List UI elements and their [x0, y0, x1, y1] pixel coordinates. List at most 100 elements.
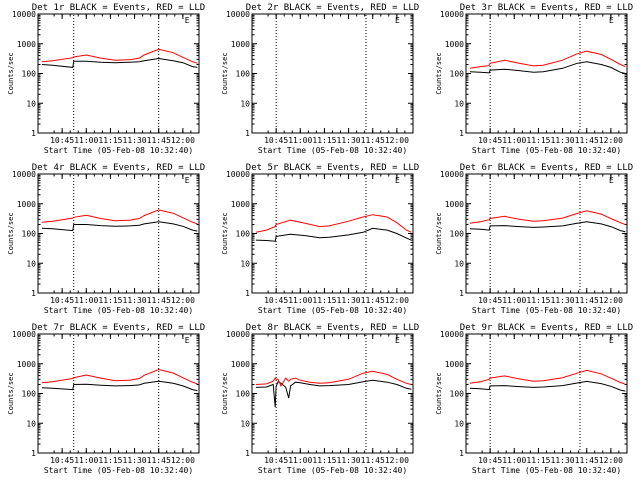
series-line-lld: [255, 370, 412, 387]
x-tick-label: 11:45: [575, 456, 599, 465]
y-tick-label: 1: [31, 129, 36, 138]
x-axis-label: Start Time (05-Feb-08 10:32:40): [472, 306, 621, 315]
x-tick-label: 11:15: [98, 456, 122, 465]
x-tick-label: 12:00: [599, 456, 623, 465]
y-tick-label: 10000: [440, 330, 464, 339]
y-tick-label: 1: [245, 129, 250, 138]
x-tick-label: 11:45: [575, 136, 599, 145]
marker-label: E: [185, 336, 190, 345]
y-tick-label: 100: [450, 230, 465, 239]
x-axis-label: Start Time (05-Feb-08 10:32:40): [258, 306, 407, 315]
y-tick-label: 100: [236, 70, 251, 79]
series-line-lld: [469, 50, 626, 69]
x-axis-label: Start Time (05-Feb-08 10:32:40): [472, 146, 621, 155]
y-tick-label: 100: [22, 70, 37, 79]
marker-label: E: [395, 176, 400, 185]
x-tick-label: 11:00: [74, 456, 98, 465]
x-tick-label: 11:00: [288, 136, 312, 145]
y-tick-label: 1: [245, 289, 250, 298]
x-tick-label: 10:45: [478, 456, 502, 465]
x-tick-label: 11:15: [526, 136, 550, 145]
panel-title: Det 6r BLACK = Events, RED = LLD: [460, 163, 633, 173]
y-tick-label: 1000: [231, 40, 250, 49]
y-tick-label: 10: [454, 99, 464, 108]
series-line-events: [41, 380, 198, 392]
x-tick-label: 11:30: [551, 136, 575, 145]
x-tick-label: 12:00: [171, 456, 195, 465]
x-tick-label: 10:45: [264, 136, 288, 145]
panel-title: Det 5r BLACK = Events, RED = LLD: [246, 163, 419, 173]
y-tick-label: 10: [240, 419, 250, 428]
x-tick-label: 11:30: [337, 296, 361, 305]
x-tick-label: 11:15: [98, 136, 122, 145]
x-axis-label: Start Time (05-Feb-08 10:32:40): [472, 466, 621, 475]
y-tick-label: 10: [240, 99, 250, 108]
marker-label: E: [609, 16, 614, 25]
panel-title: Det 9r BLACK = Events, RED = LLD: [460, 323, 633, 333]
series-line-events: [469, 61, 626, 74]
y-tick-label: 1000: [17, 40, 36, 49]
y-tick-label: 10: [26, 99, 36, 108]
series-line-lld: [41, 368, 198, 385]
marker-label: E: [185, 176, 190, 185]
series-line-events: [469, 380, 626, 392]
x-tick-label: 11:30: [337, 136, 361, 145]
series-line-lld: [469, 210, 626, 225]
panel-6: Det 6r BLACK = Events, RED = LLD 1 10 100 10…: [435, 163, 633, 315]
x-tick-label: 10:45: [50, 136, 74, 145]
x-tick-label: 11:15: [526, 296, 550, 305]
y-axis-label: Counts/sec: [435, 52, 443, 94]
y-tick-label: 10000: [226, 330, 250, 339]
x-tick-label: 11:30: [551, 296, 575, 305]
y-tick-label: 1000: [231, 360, 250, 369]
panel-title: Det 2r BLACK = Events, RED = LLD: [246, 3, 419, 13]
plot-frame: [37, 13, 200, 134]
x-tick-label: 12:00: [385, 296, 409, 305]
x-tick-label: 11:30: [551, 456, 575, 465]
x-tick-label: 11:00: [502, 136, 526, 145]
y-tick-label: 10000: [12, 10, 36, 19]
y-tick-label: 1: [31, 289, 36, 298]
marker-label: E: [185, 16, 190, 25]
x-axis-label: Start Time (05-Feb-08 10:32:40): [44, 306, 193, 315]
x-tick-label: 11:45: [147, 456, 171, 465]
y-tick-label: 1000: [17, 360, 36, 369]
y-axis-label: Counts/sec: [7, 212, 15, 254]
x-tick-label: 11:15: [312, 296, 336, 305]
y-tick-label: 10: [454, 259, 464, 268]
x-tick-label: 10:45: [478, 136, 502, 145]
y-axis-label: Counts/sec: [7, 372, 15, 414]
y-tick-label: 1: [31, 449, 36, 458]
x-tick-label: 12:00: [599, 296, 623, 305]
y-tick-label: 100: [450, 390, 465, 399]
x-tick-label: 11:30: [123, 456, 147, 465]
series-line-lld: [41, 48, 198, 64]
x-axis-label: Start Time (05-Feb-08 10:32:40): [258, 466, 407, 475]
series-line-lld: [469, 369, 626, 385]
y-axis-label: Counts/sec: [221, 52, 229, 94]
y-tick-label: 1000: [17, 200, 36, 209]
x-tick-label: 10:45: [264, 296, 288, 305]
panel-title: Det 4r BLACK = Events, RED = LLD: [32, 163, 205, 173]
plot-frame: [37, 333, 200, 454]
y-tick-label: 1: [245, 449, 250, 458]
y-tick-label: 10000: [226, 170, 250, 179]
x-tick-label: 11:30: [123, 136, 147, 145]
x-tick-label: 12:00: [171, 296, 195, 305]
series-line-events: [255, 379, 412, 408]
x-axis-label: Start Time (05-Feb-08 10:32:40): [258, 146, 407, 155]
y-tick-label: 10: [26, 419, 36, 428]
x-tick-label: 10:45: [50, 456, 74, 465]
panel-1: Det 1r BLACK = Events, RED = LLD 1 10 100 10…: [7, 3, 205, 155]
y-tick-label: 1: [459, 129, 464, 138]
marker-label: E: [395, 16, 400, 25]
marker-label: E: [609, 176, 614, 185]
x-tick-label: 11:45: [575, 296, 599, 305]
y-tick-label: 10000: [440, 170, 464, 179]
x-tick-label: 12:00: [171, 136, 195, 145]
y-axis-label: Counts/sec: [435, 372, 443, 414]
y-axis-label: Counts/sec: [7, 52, 15, 94]
y-tick-label: 100: [22, 390, 37, 399]
y-tick-label: 10: [454, 419, 464, 428]
x-tick-label: 11:45: [147, 136, 171, 145]
